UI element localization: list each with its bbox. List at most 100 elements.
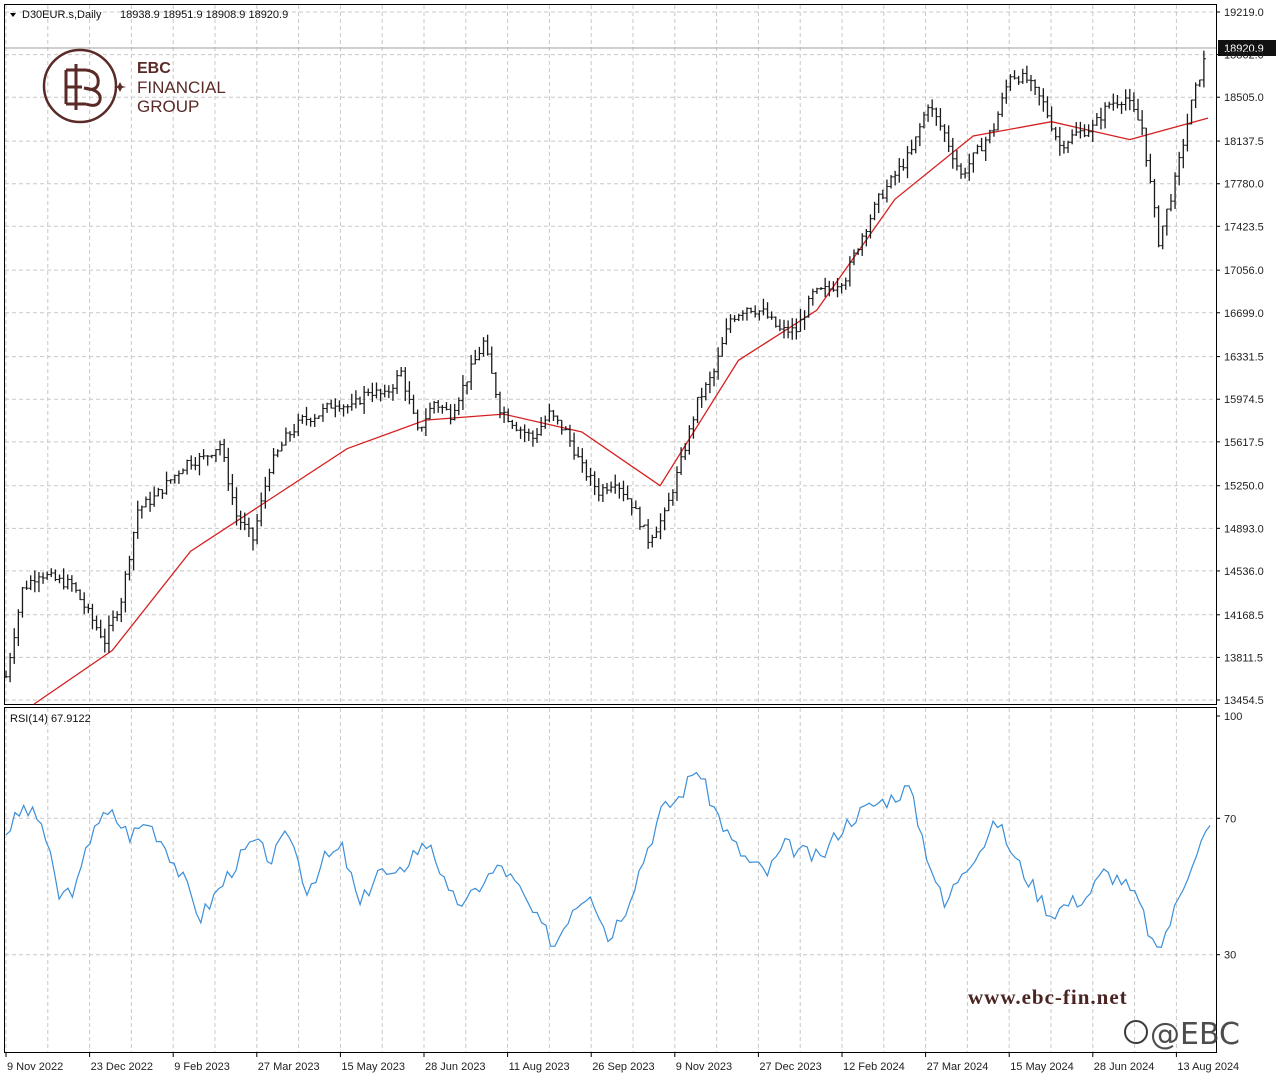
price-bar xyxy=(707,371,712,394)
price-bar xyxy=(637,506,642,530)
ebc-logo: EBC FINANCIAL GROUP xyxy=(42,48,226,124)
price-bar xyxy=(1123,89,1128,111)
price-bar xyxy=(1066,140,1071,153)
price-bar xyxy=(1160,225,1165,250)
price-bar xyxy=(312,413,317,428)
price-bar xyxy=(242,512,247,531)
price-bar xyxy=(1004,79,1009,104)
price-bar xyxy=(382,384,387,398)
price-bar xyxy=(53,569,58,582)
price-bar xyxy=(592,471,597,496)
price-bar xyxy=(1094,112,1099,126)
chart-header[interactable]: D30EUR.s,Daily 18938.9 18951.9 18908.9 1… xyxy=(10,9,288,21)
price-bar xyxy=(1189,99,1194,125)
price-tick-label: 14168.5 xyxy=(1224,610,1264,622)
price-bar xyxy=(905,146,910,179)
price-bar xyxy=(670,489,675,506)
price-bar xyxy=(1000,92,1005,117)
price-bar xyxy=(658,513,663,540)
time-tick-label: 15 May 2023 xyxy=(341,1061,405,1073)
price-tick-label: 14893.0 xyxy=(1224,523,1264,535)
price-bar xyxy=(296,413,301,437)
time-tick-label: 27 Mar 2024 xyxy=(927,1061,989,1073)
price-bar xyxy=(41,572,46,584)
price-bar xyxy=(1201,50,1206,88)
rsi-label: RSI(14) 67.9122 xyxy=(10,713,91,725)
price-bar xyxy=(744,307,749,321)
price-bar xyxy=(61,568,66,590)
price-bar xyxy=(609,481,614,493)
price-bar xyxy=(1090,119,1095,142)
price-bar xyxy=(683,443,688,460)
grid-lines xyxy=(5,5,1216,1052)
price-bar xyxy=(1086,124,1091,137)
price-bar xyxy=(1164,208,1169,236)
price-bar xyxy=(600,484,605,502)
price-bar xyxy=(1168,193,1173,212)
price-bar xyxy=(798,308,803,333)
current-price-tag xyxy=(1218,40,1276,56)
price-bar xyxy=(456,397,461,416)
price-bar xyxy=(917,123,922,147)
price-bar xyxy=(1144,127,1149,167)
price-bar xyxy=(16,609,21,647)
price-bar xyxy=(283,427,288,446)
price-bar xyxy=(633,500,638,510)
price-bar xyxy=(699,387,704,408)
time-tick-label: 11 Aug 2023 xyxy=(509,1061,570,1073)
price-bar xyxy=(810,288,815,306)
price-bar xyxy=(489,346,494,374)
price-bar xyxy=(316,415,321,419)
price-bar xyxy=(1008,74,1013,91)
time-tick-label: 27 Mar 2023 xyxy=(258,1061,320,1073)
price-bar xyxy=(617,482,622,499)
price-bar xyxy=(827,280,832,297)
price-bar xyxy=(4,670,8,679)
triangle-down-icon[interactable] xyxy=(10,13,16,17)
price-bar xyxy=(901,158,906,171)
price-bar xyxy=(897,158,902,183)
price-bar xyxy=(572,432,577,460)
price-bar xyxy=(407,381,412,405)
price-bar xyxy=(921,111,926,129)
price-bar xyxy=(732,315,737,323)
price-tick-label: 18505.0 xyxy=(1224,92,1264,104)
price-bar xyxy=(69,575,74,592)
price-tick-label: 16699.0 xyxy=(1224,308,1264,320)
price-bar xyxy=(432,400,437,414)
price-bar xyxy=(613,474,618,494)
price-bar xyxy=(802,310,807,330)
logo-line3: GROUP xyxy=(137,97,199,116)
price-tick-label: 13454.5 xyxy=(1224,695,1264,707)
price-bar xyxy=(250,527,255,551)
price-bar xyxy=(345,404,350,414)
price-bar xyxy=(823,277,828,298)
price-bar xyxy=(139,505,144,519)
price-tick-label: 18862.0 xyxy=(1224,50,1264,62)
price-bar xyxy=(209,454,214,459)
price-bar xyxy=(362,385,367,414)
price-bar xyxy=(481,337,486,357)
price-bar xyxy=(1140,110,1145,136)
main-panel-frame xyxy=(4,4,1217,705)
price-bar xyxy=(662,507,667,531)
price-bar xyxy=(757,310,762,321)
price-bar xyxy=(172,474,177,484)
price-bar xyxy=(45,571,50,580)
price-bar xyxy=(115,611,120,622)
price-bar xyxy=(28,575,33,591)
price-bar xyxy=(255,513,260,545)
price-bar xyxy=(687,425,692,455)
price-bar xyxy=(1131,92,1136,112)
price-bar xyxy=(979,137,984,152)
price-bar xyxy=(1028,75,1033,92)
price-bar xyxy=(563,426,568,431)
price-bar xyxy=(666,492,671,512)
price-tick-label: 14536.0 xyxy=(1224,566,1264,578)
time-tick-label: 28 Jun 2024 xyxy=(1094,1061,1155,1073)
price-bar xyxy=(543,415,548,429)
price-bar xyxy=(32,570,37,593)
price-bar xyxy=(333,398,338,418)
price-bar xyxy=(90,603,95,630)
